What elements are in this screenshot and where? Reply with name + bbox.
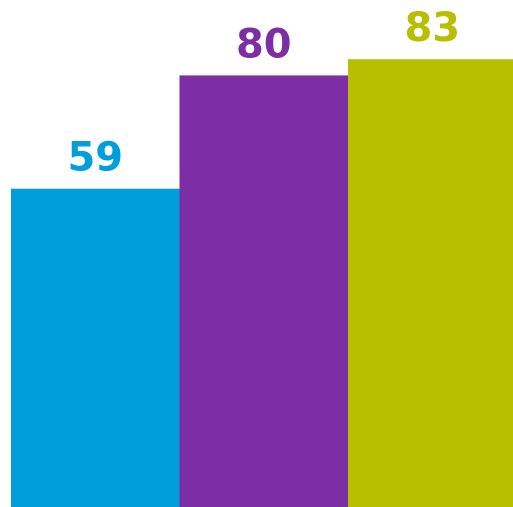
bar-1	[11, 188, 180, 507]
data-labels-group: 59 80 83	[67, 5, 460, 181]
data-label-1: 59	[67, 135, 123, 181]
bar-3	[348, 59, 513, 507]
data-label-3: 83	[404, 5, 460, 51]
bars-group	[11, 59, 513, 507]
data-label-2: 80	[236, 21, 292, 67]
bar-2	[179, 75, 349, 507]
